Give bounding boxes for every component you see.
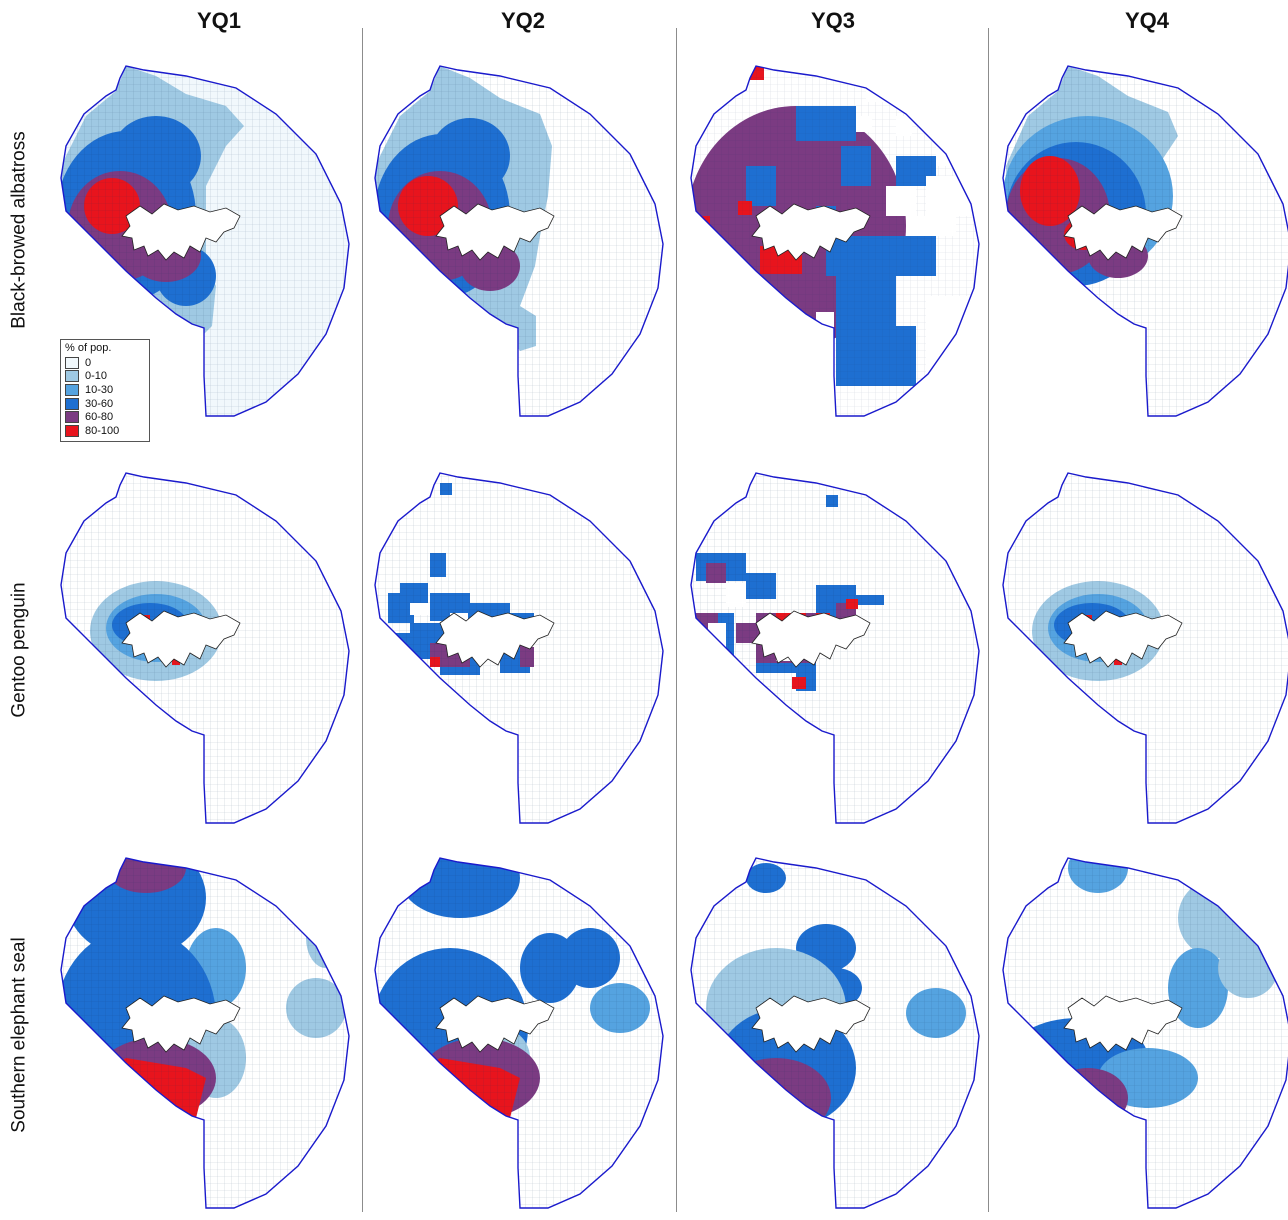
legend-swatch [65,397,79,410]
falkland-islands [121,203,241,261]
column-title-yq1: YQ1 [196,8,242,33]
column-divider [362,28,363,1212]
falkland-islands [435,610,555,668]
map-panel [690,65,980,417]
map-panel [60,857,350,1209]
fishing-zone-outline [60,472,350,824]
legend-label: 10-30 [85,383,114,396]
legend-label: 0 [85,356,92,369]
falkland-islands [121,995,241,1053]
density-zone [726,1078,786,1138]
map-panel [1002,857,1288,1209]
fishing-zone-outline [374,857,664,1209]
fishing-zone-outline [60,65,350,417]
fishing-zone-outline [1002,857,1288,1209]
legend-item: 80-100 [65,424,145,438]
legend-label: 60-80 [85,411,114,424]
legend-item: 0-10 [65,370,145,384]
fishing-zone-outline [60,857,350,1209]
falkland-islands [435,995,555,1053]
fishing-zone-outline [690,472,980,824]
legend-label: 80-100 [85,424,120,437]
legend-item: 10-30 [65,383,145,397]
falkland-islands [435,203,555,261]
density-zone [1048,1078,1088,1128]
column-title-yq2: YQ2 [500,8,546,33]
legend-swatch [65,370,79,383]
map-panel [690,857,980,1209]
falkland-islands [121,610,241,668]
falkland-islands [751,610,871,668]
column-divider [676,28,677,1212]
legend-label: 0-10 [85,370,108,383]
legend-swatch [65,411,79,424]
fishing-zone-outline [374,472,664,824]
column-title-yq3: YQ3 [810,8,856,33]
falkland-islands [1063,203,1183,261]
legend-item: 0 [65,356,145,370]
falkland-islands [1063,995,1183,1053]
map-panel [690,472,980,824]
column-divider [988,28,989,1212]
legend-title: % of pop. [65,342,112,354]
legend-swatch [65,383,79,396]
falkland-islands [1063,610,1183,668]
fishing-zone-outline [374,65,664,417]
fishing-zone-outline [1002,65,1288,417]
legend-item: 30-60 [65,397,145,411]
map-panel [60,65,350,417]
map-panel [374,857,664,1209]
falkland-islands [751,203,871,261]
column-title-yq4: YQ4 [1124,8,1170,33]
legend-swatch [65,424,79,437]
legend-item: 60-80 [65,410,145,424]
map-legend: % of pop. 0 0-10 10-30 30-60 60-80 80-100 [60,339,150,442]
falkland-islands [751,995,871,1053]
map-panel [374,65,664,417]
map-panel [374,472,664,824]
legend-swatch [65,356,79,369]
map-panel [1002,65,1288,417]
map-panel [60,472,350,824]
fishing-zone-outline [690,65,980,417]
legend-label: 30-60 [85,397,114,410]
map-panel [1002,472,1288,824]
fishing-zone-outline [1002,472,1288,824]
fishing-zone-outline [690,857,980,1209]
